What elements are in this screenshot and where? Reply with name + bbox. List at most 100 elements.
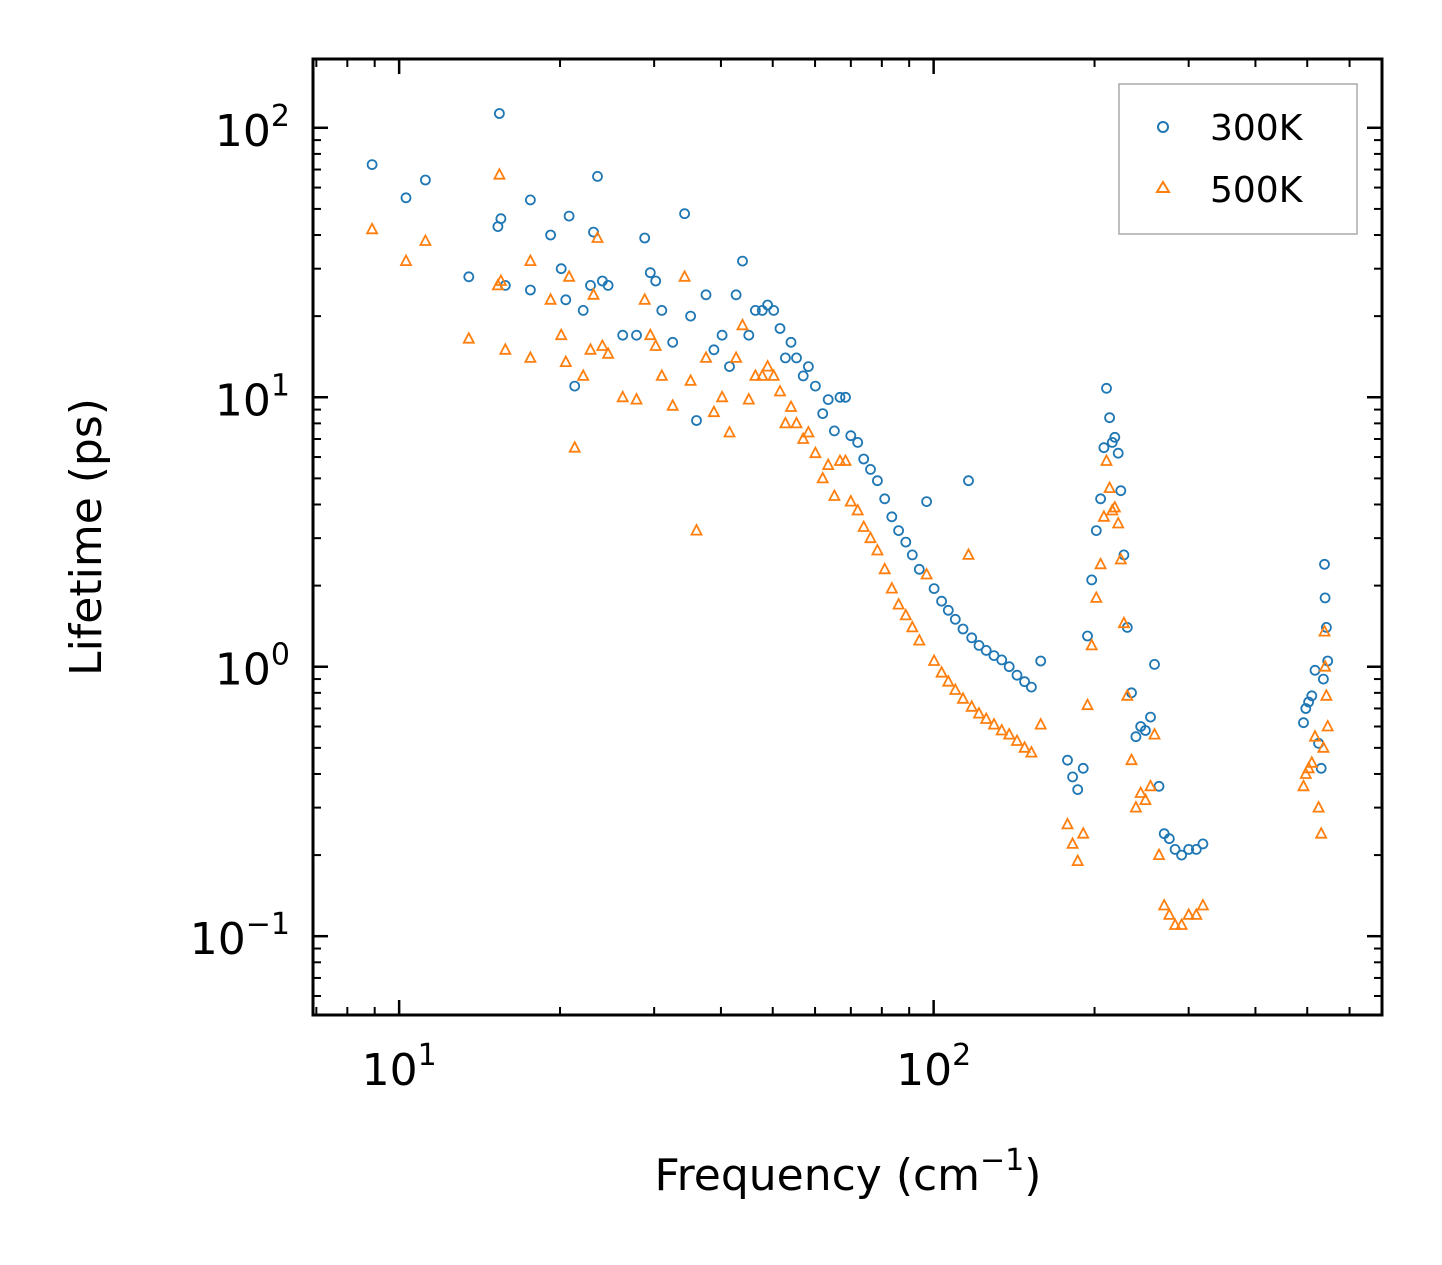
point-500k-29	[684, 373, 698, 386]
point-500k-13	[562, 269, 576, 282]
point-300k-64	[913, 563, 925, 575]
legend-marker-300k	[1157, 121, 1169, 133]
point-300k-82	[1062, 754, 1073, 766]
point-500k-98	[1120, 688, 1134, 701]
point-300k-50	[822, 394, 834, 406]
point-500k-42	[773, 384, 787, 397]
point-500k-94	[1108, 500, 1122, 513]
point-500k-23	[638, 292, 652, 305]
x-tick-label: 101	[362, 1038, 437, 1096]
point-500k-56	[857, 519, 871, 532]
point-500k-58	[870, 543, 884, 556]
point-500k-82	[1061, 816, 1074, 830]
plot-area	[365, 108, 1335, 930]
point-500k-38	[748, 368, 762, 381]
point-300k-38	[750, 304, 761, 316]
point-300k-20	[602, 279, 614, 291]
point-300k-42	[774, 323, 786, 334]
point-300k-102	[1140, 725, 1151, 736]
point-300k-54	[845, 430, 857, 442]
point-300k-34	[724, 361, 735, 373]
point-300k-60	[886, 511, 898, 523]
point-500k-39	[755, 368, 769, 381]
point-300k-48	[810, 380, 821, 392]
point-500k-103	[1144, 778, 1157, 792]
point-300k-100	[1130, 731, 1142, 743]
point-300k-77	[1003, 661, 1015, 673]
point-500k-18	[591, 230, 604, 243]
point-500k-88	[1089, 590, 1103, 603]
point-300k-103	[1145, 711, 1156, 723]
point-500k-2	[418, 233, 432, 246]
point-500k-108	[1168, 917, 1182, 930]
point-500k-92	[1103, 480, 1117, 494]
point-300k-92	[1104, 412, 1115, 424]
point-500k-17	[587, 287, 600, 300]
y-tick-label: 101	[215, 368, 290, 426]
point-300k-58	[872, 475, 883, 487]
point-500k-19	[595, 338, 609, 351]
point-500k-63	[905, 619, 919, 633]
point-500k-84	[1071, 853, 1085, 866]
point-300k-44	[785, 336, 797, 348]
point-300k-22	[631, 329, 642, 341]
point-300k-123	[1321, 622, 1332, 633]
point-300k-93	[1106, 436, 1118, 448]
point-500k-107	[1162, 907, 1176, 920]
point-500k-7	[498, 342, 512, 355]
point-300k-114	[1300, 703, 1312, 714]
point-500k-62	[899, 607, 913, 621]
point-500k-31	[699, 350, 713, 363]
point-500k-60	[885, 581, 899, 594]
point-500k-32	[707, 404, 721, 418]
point-500k-124	[1321, 719, 1335, 732]
point-300k-12	[560, 294, 572, 306]
point-300k-30	[691, 415, 702, 426]
point-300k-94	[1109, 431, 1121, 443]
point-300k-80	[1026, 681, 1037, 693]
point-500k-61	[892, 597, 906, 610]
point-500k-76	[995, 723, 1009, 736]
point-300k-122	[1319, 592, 1331, 604]
point-300k-49	[817, 408, 829, 420]
point-300k-72	[966, 632, 978, 644]
point-300k-8	[525, 194, 536, 206]
point-300k-87	[1086, 574, 1098, 586]
point-500k-120	[1316, 740, 1330, 753]
point-300k-14	[569, 380, 581, 392]
point-300k-89	[1095, 493, 1106, 505]
point-300k-78	[1011, 669, 1023, 681]
point-300k-15	[577, 304, 589, 316]
plot-frame	[311, 57, 1384, 1017]
point-300k-51	[829, 425, 840, 437]
point-300k-57	[865, 463, 876, 475]
point-300k-43	[780, 352, 791, 364]
point-300k-108	[1169, 844, 1181, 855]
point-300k-53	[840, 391, 851, 403]
axis-tick-labels: 101 102 10−1 100 101 102	[190, 99, 971, 1096]
point-500k-95	[1111, 516, 1125, 529]
point-500k-71	[962, 547, 975, 560]
point-300k-111	[1190, 844, 1202, 855]
point-500k-73	[972, 706, 986, 719]
point-500k-43	[778, 415, 792, 429]
point-500k-3	[462, 331, 476, 344]
point-300k-61	[893, 525, 904, 536]
point-500k-24	[643, 327, 657, 341]
y-tick-label: 100	[215, 638, 290, 696]
point-300k-55	[852, 436, 864, 448]
point-500k-99	[1125, 752, 1138, 766]
point-500k-26	[655, 368, 669, 381]
point-500k-28	[678, 269, 692, 282]
point-500k-69	[948, 682, 962, 695]
point-500k-55	[851, 503, 865, 516]
point-500k-75	[987, 717, 1001, 730]
point-500k-37	[742, 392, 756, 405]
point-500k-54	[844, 494, 858, 507]
point-300k-96	[1115, 485, 1127, 497]
point-500k-121	[1318, 624, 1331, 637]
point-300k-2	[419, 174, 431, 186]
point-300k-0	[366, 159, 378, 171]
point-500k-50	[821, 457, 835, 471]
point-500k-30	[690, 523, 703, 536]
